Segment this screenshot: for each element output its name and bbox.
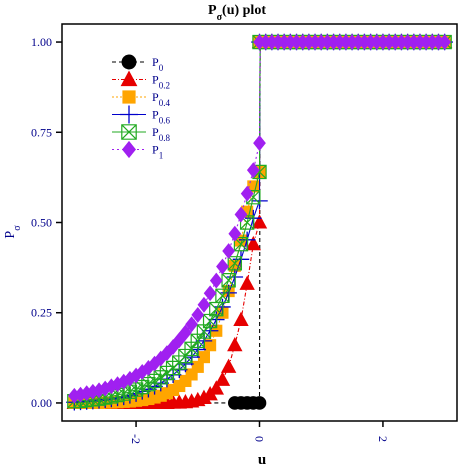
data-point — [74, 386, 87, 403]
data-point — [197, 351, 211, 364]
data-point — [184, 341, 199, 357]
data-point — [233, 236, 249, 252]
x-axis-label: u — [258, 452, 266, 468]
legend-label: P0.8 — [152, 125, 170, 143]
data-point — [98, 380, 112, 397]
data-point — [117, 373, 131, 390]
data-point — [121, 54, 137, 70]
data-point — [196, 389, 212, 404]
x-axis: -2 0 2 — [129, 421, 390, 444]
data-point — [191, 360, 204, 373]
data-point — [228, 225, 242, 242]
data-point — [246, 162, 260, 179]
data-point — [122, 90, 136, 104]
legend-label: P1 — [152, 143, 163, 161]
data-point — [252, 396, 267, 410]
data-point — [208, 380, 224, 395]
data-point — [214, 371, 231, 386]
data-point — [239, 275, 255, 290]
y-tick-label: 1.00 — [31, 35, 52, 49]
data-point — [216, 258, 229, 275]
series-jump — [258, 42, 261, 144]
data-point — [67, 387, 81, 404]
data-point — [178, 348, 193, 364]
data-point — [209, 272, 223, 289]
data-point — [227, 256, 243, 271]
data-point — [204, 339, 217, 352]
y-axis-label: Pσ — [3, 225, 23, 239]
data-point — [251, 214, 268, 229]
y-tick-label: 0.75 — [31, 125, 52, 139]
y-tick-label: 0.00 — [31, 396, 52, 410]
data-point — [197, 296, 211, 313]
data-point — [92, 382, 106, 399]
y-tick-label: 0.50 — [31, 216, 52, 230]
series-layer — [66, 33, 453, 411]
data-point — [438, 34, 452, 50]
data-point — [203, 285, 217, 302]
data-point — [234, 206, 248, 223]
data-point — [190, 333, 205, 349]
x-tick-label: 2 — [376, 436, 390, 442]
data-point — [172, 332, 186, 349]
chart-title: Pσ(u) plot — [208, 3, 266, 23]
legend-label: P0.2 — [152, 73, 170, 91]
data-point — [240, 185, 254, 202]
data-point — [80, 385, 94, 402]
data-point — [185, 316, 198, 333]
data-point — [220, 358, 237, 373]
data-point — [253, 135, 266, 152]
data-point — [222, 243, 236, 259]
data-point — [233, 311, 249, 326]
legend-label: P0.6 — [152, 108, 170, 126]
data-point — [86, 383, 100, 400]
x-tick-label: 0 — [253, 436, 267, 442]
data-point — [227, 336, 243, 352]
data-point — [221, 273, 236, 288]
legend-label: P0.4 — [152, 90, 170, 108]
data-point — [120, 105, 138, 124]
y-axis: 0.00 0.25 0.50 0.75 1.00 — [31, 35, 62, 410]
data-point — [121, 124, 137, 140]
legend-label: P0 — [152, 55, 164, 73]
data-point — [191, 306, 205, 323]
data-point — [123, 370, 137, 387]
data-point — [122, 140, 136, 159]
data-point — [245, 235, 262, 251]
y-tick-label: 0.25 — [31, 306, 52, 320]
series-1 — [67, 34, 452, 404]
data-point — [166, 339, 180, 355]
data-point — [215, 288, 230, 303]
data-point — [120, 70, 138, 87]
x-tick-label: -2 — [129, 434, 143, 444]
data-point — [111, 376, 124, 393]
data-point — [179, 324, 192, 341]
data-point — [104, 378, 118, 395]
data-point — [202, 313, 218, 329]
